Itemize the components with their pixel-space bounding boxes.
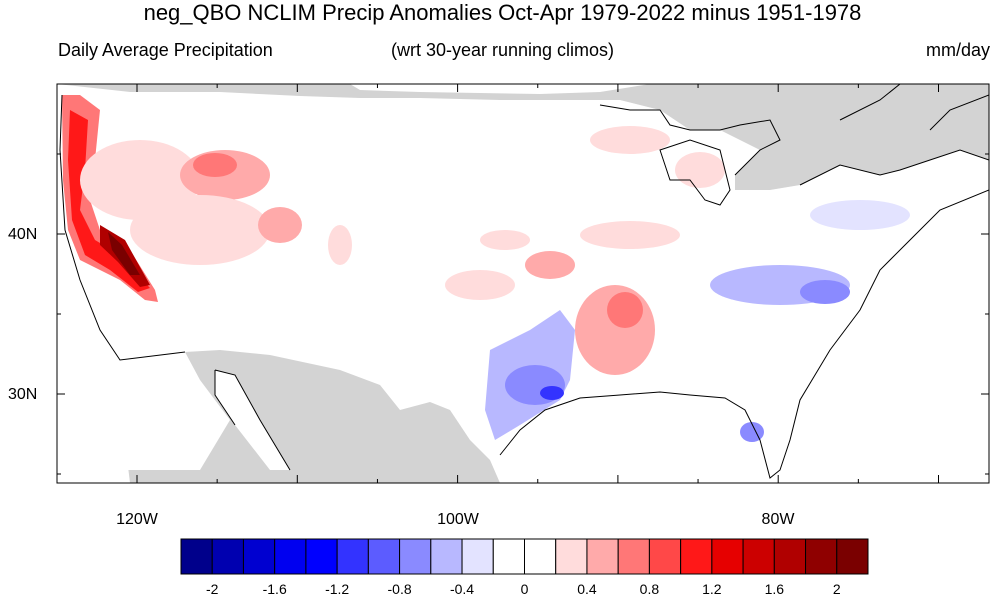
houston-core-anomaly xyxy=(540,386,564,400)
mississippi-core-anomaly xyxy=(607,292,643,328)
pacific-ocean xyxy=(57,84,130,483)
lon-label-100w: 100W xyxy=(437,511,479,528)
northeast-anomaly xyxy=(810,200,910,230)
oklahoma-anomaly xyxy=(445,270,515,300)
colorbar-tick-label: -2 xyxy=(205,581,219,597)
maritime-coast xyxy=(839,84,989,131)
canada-nodata xyxy=(57,84,989,190)
baja-peninsula xyxy=(215,370,290,470)
colorbar-swatch xyxy=(805,538,838,575)
colorbar-swatch xyxy=(399,538,432,575)
colorbar-swatch xyxy=(742,538,775,575)
pacific-coast xyxy=(59,94,186,361)
colorbar-swatch xyxy=(461,538,494,575)
gulf-of-mexico xyxy=(500,392,770,483)
colorbar-swatch xyxy=(367,538,401,575)
colorbar-tick-label: 1.6 xyxy=(764,581,785,597)
lat-label-30n: 30N xyxy=(8,386,38,403)
colorbar-swatch xyxy=(711,538,744,575)
colorbar-swatch xyxy=(336,538,369,575)
colorbar-swatch xyxy=(430,538,463,575)
wyoming-anomaly xyxy=(258,207,302,243)
map-panel xyxy=(57,84,989,483)
colorbar-tick-label: -0.4 xyxy=(449,581,475,597)
idaho-core-anomaly xyxy=(193,153,237,177)
units-label: mm/day xyxy=(925,40,990,60)
colorbar-swatch xyxy=(836,538,869,575)
left-subtitle: Daily Average Precipitation xyxy=(58,40,273,60)
colorbar-swatch xyxy=(274,538,307,575)
atlantic-ocean xyxy=(760,190,989,483)
upper-midwest-anomaly xyxy=(590,126,670,154)
sierra-peak-anomaly xyxy=(108,232,140,275)
west-coast-strong-anomaly xyxy=(68,110,150,292)
colorbar-tick-label: 0.4 xyxy=(577,581,597,597)
colorbar-tick-label: 0 xyxy=(520,581,529,597)
kansas-anomaly xyxy=(525,251,575,279)
gulf-atlantic-coast xyxy=(499,189,989,479)
colorbar-swatch xyxy=(242,538,276,575)
colorbar-tick-label: 1.2 xyxy=(702,581,722,597)
lon-label-120w: 120W xyxy=(116,511,158,528)
colorbar-swatch xyxy=(305,538,338,575)
colorbar-swatch xyxy=(586,538,619,575)
nebraska-anomaly xyxy=(480,230,530,250)
colorbar-tick-label: -1.6 xyxy=(262,581,287,597)
colorbar-swatch xyxy=(555,538,588,575)
colorbar-tick-label: 2 xyxy=(832,581,841,597)
colorbar-tick-label: -0.8 xyxy=(387,581,412,597)
lat-label-40n: 40N xyxy=(8,226,38,243)
colorbar-swatch xyxy=(524,538,557,575)
colorbar-tick-label: 0.8 xyxy=(639,581,660,597)
map-frame xyxy=(56,83,990,484)
colorbar-swatch xyxy=(648,538,682,575)
missouri-anomaly xyxy=(580,221,680,249)
great-basin-anomaly xyxy=(130,195,270,265)
baja-coast xyxy=(214,369,291,471)
great-lakes-coast xyxy=(599,104,781,176)
plains-west-anomaly xyxy=(328,225,352,265)
northeast-coast xyxy=(799,149,989,186)
colorbar-swatch xyxy=(492,538,526,575)
colorbar-swatch xyxy=(180,538,213,575)
colorbar-swatch xyxy=(211,538,244,575)
colorbar-swatch xyxy=(773,538,807,575)
colorbar-swatch xyxy=(617,538,650,575)
mexico-nodata xyxy=(57,350,500,483)
carolina-anomaly xyxy=(800,280,850,304)
lake-michigan-coast xyxy=(659,139,731,206)
lon-label-80w: 80W xyxy=(761,511,795,528)
center-subtitle: (wrt 30-year running climos) xyxy=(390,40,615,60)
map-title: neg_QBO NCLIM Precip Anomalies Oct-Apr 1… xyxy=(143,0,862,25)
colorbar xyxy=(180,538,869,575)
colorbar-tick-label: -1.2 xyxy=(325,581,350,597)
colorbar-swatch xyxy=(680,538,713,575)
michigan-anomaly xyxy=(675,152,725,188)
